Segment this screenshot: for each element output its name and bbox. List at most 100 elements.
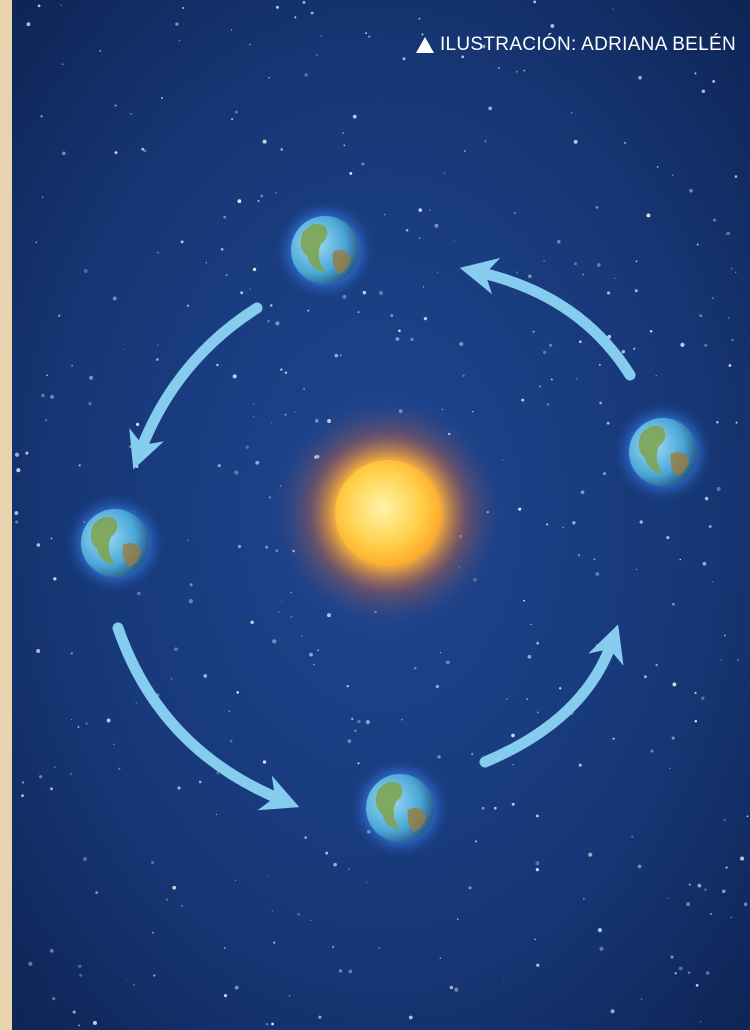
star [284, 413, 287, 416]
star [635, 568, 638, 570]
star [705, 971, 710, 975]
star [488, 106, 493, 111]
star [234, 985, 239, 990]
star [725, 233, 727, 235]
star [174, 647, 178, 651]
star [85, 722, 88, 725]
star [14, 511, 19, 515]
star [216, 771, 220, 775]
star [250, 620, 254, 625]
star [481, 44, 486, 49]
sun [335, 460, 441, 566]
star [83, 269, 88, 273]
star [157, 251, 160, 254]
star [631, 835, 634, 838]
star [423, 316, 428, 321]
star [638, 75, 642, 80]
star [735, 421, 738, 424]
star [526, 698, 528, 700]
star [557, 240, 561, 244]
star [528, 274, 532, 279]
star [14, 452, 20, 457]
star [518, 507, 522, 511]
star [640, 998, 643, 1000]
star [135, 422, 140, 427]
star [41, 196, 44, 198]
star [694, 720, 698, 723]
star [275, 5, 279, 9]
star [21, 794, 24, 798]
star [696, 243, 699, 246]
triangle-icon [415, 37, 434, 53]
star [40, 115, 43, 118]
star [649, 330, 653, 333]
star [439, 652, 441, 654]
star [667, 897, 670, 899]
star [232, 374, 237, 379]
star [515, 70, 518, 73]
star [313, 663, 315, 666]
star [593, 558, 596, 561]
star [236, 691, 239, 694]
star [135, 465, 139, 468]
star [61, 63, 64, 65]
star [280, 148, 284, 151]
star [422, 285, 425, 288]
star [265, 1022, 269, 1026]
star [310, 919, 312, 922]
star [270, 304, 273, 307]
star [737, 658, 739, 661]
star [701, 89, 706, 93]
star [704, 888, 707, 891]
star [275, 321, 280, 326]
star [248, 43, 251, 46]
star [129, 445, 133, 449]
star [223, 946, 226, 949]
star [459, 341, 464, 346]
star [271, 910, 273, 912]
star [157, 344, 159, 346]
star [297, 912, 301, 916]
star [153, 974, 156, 977]
star [624, 141, 627, 145]
star [688, 883, 691, 886]
star [267, 319, 270, 323]
star [582, 273, 585, 276]
star [671, 736, 675, 740]
star [739, 856, 745, 861]
star [481, 806, 485, 810]
star [596, 643, 600, 648]
star [265, 545, 269, 549]
star [252, 267, 257, 272]
star [357, 762, 360, 765]
star [143, 149, 147, 153]
star [113, 743, 115, 746]
star [410, 337, 414, 342]
star [532, 41, 534, 43]
star [152, 931, 155, 934]
star [288, 994, 291, 997]
star [309, 652, 313, 657]
star [414, 667, 417, 670]
star [133, 984, 135, 986]
star [672, 682, 677, 687]
star [338, 969, 343, 973]
star [516, 271, 518, 274]
star [278, 611, 280, 613]
star [468, 886, 472, 890]
star [188, 599, 193, 604]
star [245, 445, 249, 449]
star [45, 419, 47, 422]
star [511, 733, 515, 738]
star [689, 188, 693, 193]
star [579, 340, 582, 344]
star [606, 421, 610, 425]
star [35, 241, 38, 244]
star [54, 766, 56, 768]
star [15, 520, 19, 524]
star [695, 984, 699, 987]
star [62, 151, 66, 156]
star [272, 639, 277, 644]
star [69, 772, 73, 775]
star [453, 240, 455, 242]
